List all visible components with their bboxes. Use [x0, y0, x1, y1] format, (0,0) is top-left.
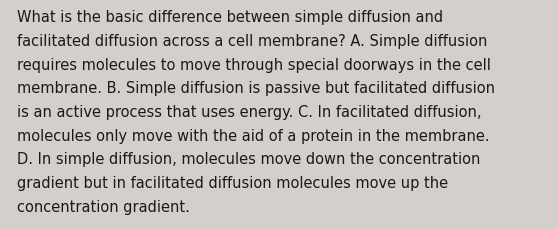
Text: facilitated diffusion across a cell membrane? A. Simple diffusion: facilitated diffusion across a cell memb…	[17, 34, 487, 49]
Text: molecules only move with the aid of a protein in the membrane.: molecules only move with the aid of a pr…	[17, 128, 489, 143]
Text: membrane. B. Simple diffusion is passive but facilitated diffusion: membrane. B. Simple diffusion is passive…	[17, 81, 495, 96]
Text: What is the basic difference between simple diffusion and: What is the basic difference between sim…	[17, 10, 443, 25]
Text: is an active process that uses energy. C. In facilitated diffusion,: is an active process that uses energy. C…	[17, 105, 482, 120]
Text: gradient but in facilitated diffusion molecules move up the: gradient but in facilitated diffusion mo…	[17, 175, 448, 190]
Text: D. In simple diffusion, molecules move down the concentration: D. In simple diffusion, molecules move d…	[17, 152, 480, 167]
Text: requires molecules to move through special doorways in the cell: requires molecules to move through speci…	[17, 57, 491, 72]
Text: concentration gradient.: concentration gradient.	[17, 199, 190, 214]
